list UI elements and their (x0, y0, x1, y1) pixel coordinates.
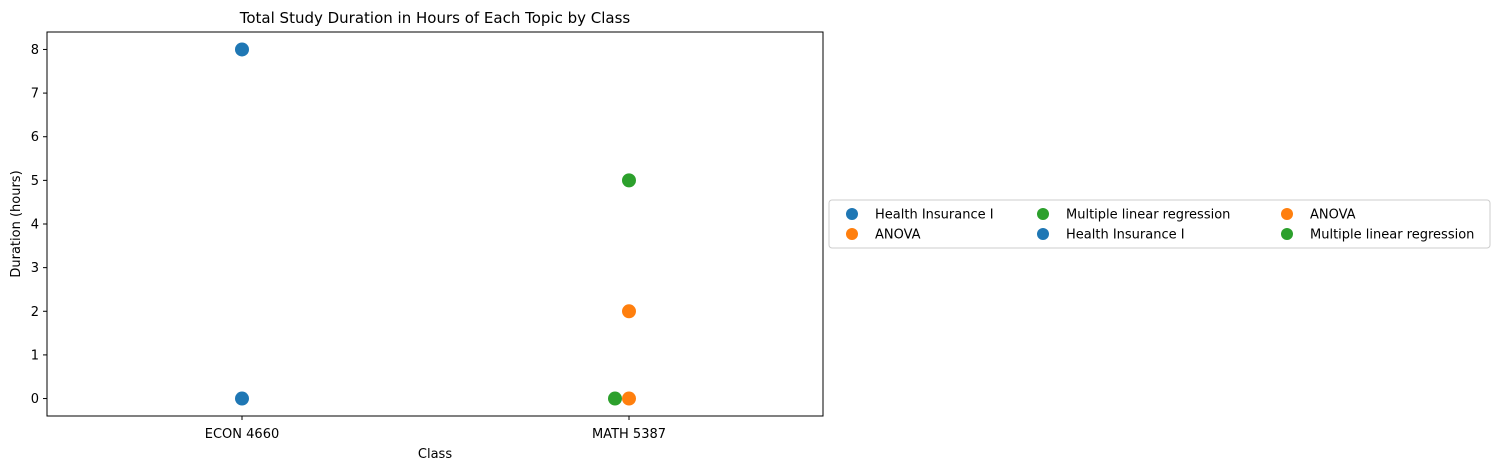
legend-marker (1037, 228, 1049, 240)
y-tick-label: 5 (31, 174, 39, 189)
legend-marker (846, 208, 858, 220)
legend-marker (1281, 208, 1293, 220)
legend-marker (1281, 228, 1293, 240)
legend-label: Health Insurance I (875, 208, 994, 223)
plot-area (46, 31, 824, 417)
data-point (608, 391, 622, 406)
x-axis-label: Class (418, 447, 452, 462)
y-tick-label: 3 (31, 261, 39, 276)
y-tick-label: 4 (31, 218, 39, 233)
data-point (622, 304, 636, 319)
y-axis-label: Duration (hours) (9, 170, 24, 277)
y-tick-label: 2 (31, 305, 39, 320)
data-point (235, 391, 249, 406)
data-point (622, 173, 636, 188)
legend-marker (846, 228, 858, 240)
legend-frame (828, 199, 1491, 249)
y-axis: 0 1 2 3 4 5 6 7 8 (31, 43, 47, 407)
chart-title: Total Study Duration in Hours of Each To… (239, 9, 631, 27)
y-tick-label: 8 (31, 43, 39, 58)
legend-label: Health Insurance I (1066, 228, 1185, 243)
legend-label: ANOVA (875, 228, 921, 243)
legend-label: Multiple linear regression (1310, 228, 1474, 243)
legend-label: ANOVA (1310, 208, 1356, 223)
data-point (235, 42, 249, 57)
y-tick-label: 0 (31, 392, 39, 407)
data-points (235, 42, 636, 406)
legend-marker (1037, 208, 1049, 220)
x-tick-label: ECON 4660 (205, 427, 279, 442)
data-point (622, 391, 636, 406)
x-axis: ECON 4660 MATH 5387 (205, 416, 666, 442)
y-tick-label: 7 (31, 87, 39, 102)
y-tick-label: 6 (31, 130, 39, 145)
y-tick-label: 1 (31, 348, 39, 363)
legend: Health Insurance I ANOVA Multiple linear r… (828, 199, 1491, 249)
x-tick-label: MATH 5387 (592, 427, 666, 442)
legend-label: Multiple linear regression (1066, 208, 1230, 223)
